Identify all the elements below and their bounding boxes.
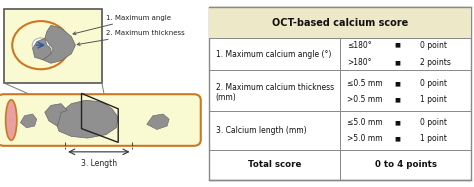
Text: ≤180°: ≤180° [347, 41, 372, 50]
FancyBboxPatch shape [4, 9, 102, 83]
Text: >5.0 mm: >5.0 mm [347, 134, 383, 143]
Text: >180°: >180° [347, 59, 371, 68]
Text: ■: ■ [395, 60, 401, 65]
Text: 2. Maximum calcium thickness: 2. Maximum calcium thickness [216, 83, 334, 92]
Text: 0 point: 0 point [420, 41, 447, 50]
Polygon shape [33, 38, 51, 60]
Text: ■: ■ [395, 42, 401, 47]
Text: 1. Maximum angle: 1. Maximum angle [73, 15, 171, 35]
Circle shape [32, 38, 49, 52]
Text: ≤5.0 mm: ≤5.0 mm [347, 118, 383, 127]
Text: 0 to 4 points: 0 to 4 points [375, 160, 437, 169]
FancyBboxPatch shape [0, 94, 201, 146]
Text: 1 point: 1 point [420, 95, 447, 104]
Text: Total score: Total score [248, 160, 301, 169]
Polygon shape [20, 114, 36, 128]
FancyBboxPatch shape [209, 7, 471, 38]
Polygon shape [147, 114, 169, 129]
Text: 0 point: 0 point [420, 79, 447, 88]
Text: ■: ■ [395, 81, 401, 86]
Polygon shape [57, 100, 118, 138]
FancyBboxPatch shape [209, 7, 471, 180]
Text: ■: ■ [395, 97, 401, 102]
Text: ■: ■ [395, 120, 401, 125]
Text: 0 point: 0 point [420, 118, 447, 127]
Text: 3. Calcium length (mm): 3. Calcium length (mm) [216, 126, 306, 135]
Polygon shape [43, 25, 75, 63]
Ellipse shape [6, 100, 17, 140]
Circle shape [12, 21, 69, 69]
Text: 2. Maximum thickness: 2. Maximum thickness [77, 30, 185, 45]
Text: 1 point: 1 point [420, 134, 447, 143]
Text: (mm): (mm) [216, 93, 237, 102]
Text: >0.5 mm: >0.5 mm [347, 95, 383, 104]
Text: 3. Length: 3. Length [81, 159, 117, 168]
Text: 1. Maximum calcium angle (°): 1. Maximum calcium angle (°) [216, 50, 331, 59]
Polygon shape [45, 104, 67, 126]
Text: OCT-based calcium score: OCT-based calcium score [272, 18, 408, 28]
Text: 2 points: 2 points [420, 59, 451, 68]
Text: ≤0.5 mm: ≤0.5 mm [347, 79, 383, 88]
Text: ■: ■ [395, 136, 401, 141]
